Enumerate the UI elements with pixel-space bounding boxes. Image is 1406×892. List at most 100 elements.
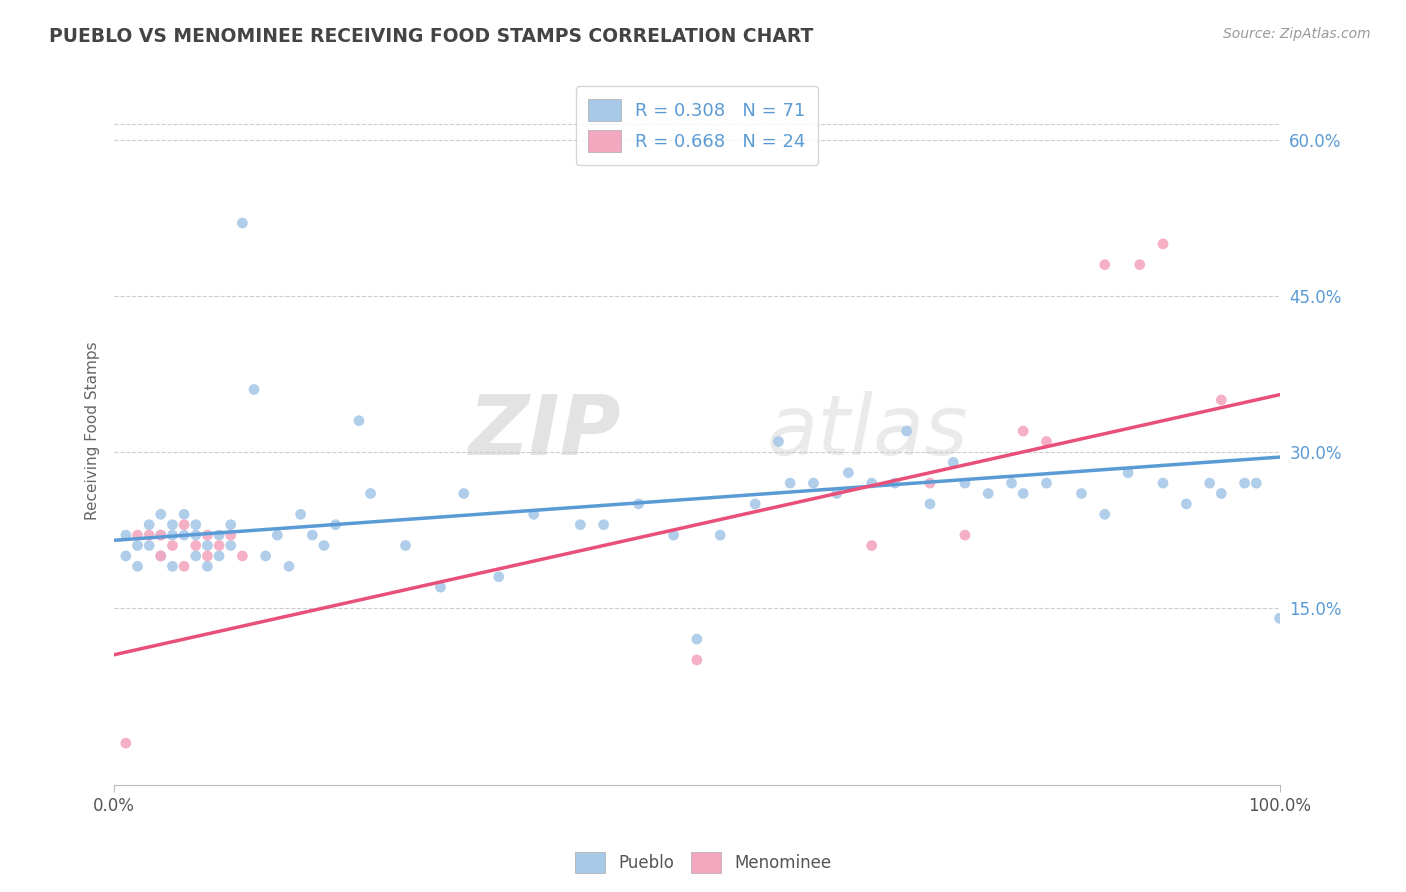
Point	[803, 476, 825, 491]
Point	[184, 549, 207, 563]
Point	[219, 517, 242, 532]
Legend: Pueblo, Menominee: Pueblo, Menominee	[568, 846, 838, 880]
Point	[1233, 476, 1256, 491]
Point	[197, 539, 219, 553]
Point	[592, 517, 614, 532]
Point	[1152, 236, 1174, 251]
Point	[208, 549, 231, 563]
Point	[523, 508, 546, 522]
Point	[1175, 497, 1198, 511]
Point	[662, 528, 685, 542]
Point	[488, 570, 510, 584]
Point	[1012, 424, 1035, 438]
Point	[429, 580, 451, 594]
Point	[860, 539, 883, 553]
Point	[1244, 476, 1267, 491]
Text: ZIP: ZIP	[468, 391, 621, 472]
Point	[860, 476, 883, 491]
Text: PUEBLO VS MENOMINEE RECEIVING FOOD STAMPS CORRELATION CHART: PUEBLO VS MENOMINEE RECEIVING FOOD STAMP…	[49, 27, 814, 45]
Point	[569, 517, 592, 532]
Point	[127, 528, 149, 542]
Point	[138, 528, 160, 542]
Point	[453, 486, 475, 500]
Point	[779, 476, 801, 491]
Text: atlas: atlas	[766, 391, 969, 472]
Point	[231, 216, 253, 230]
Point	[1094, 258, 1116, 272]
Point	[149, 508, 172, 522]
Point	[1070, 486, 1092, 500]
Point	[173, 528, 195, 542]
Point	[231, 549, 253, 563]
Point	[173, 517, 195, 532]
Point	[977, 486, 1000, 500]
Point	[243, 383, 266, 397]
Point	[301, 528, 323, 542]
Point	[837, 466, 859, 480]
Point	[149, 528, 172, 542]
Legend: R = 0.308   N = 71, R = 0.668   N = 24: R = 0.308 N = 71, R = 0.668 N = 24	[575, 87, 818, 165]
Point	[1152, 476, 1174, 491]
Point	[115, 528, 138, 542]
Point	[768, 434, 790, 449]
Point	[325, 517, 347, 532]
Point	[173, 508, 195, 522]
Point	[208, 539, 231, 553]
Point	[918, 497, 941, 511]
Point	[1035, 434, 1057, 449]
Point	[197, 549, 219, 563]
Point	[1198, 476, 1220, 491]
Point	[162, 539, 184, 553]
Point	[953, 476, 976, 491]
Point	[1211, 486, 1233, 500]
Point	[278, 559, 301, 574]
Text: Source: ZipAtlas.com: Source: ZipAtlas.com	[1223, 27, 1371, 41]
Point	[394, 539, 416, 553]
Point	[184, 517, 207, 532]
Point	[162, 559, 184, 574]
Point	[290, 508, 312, 522]
Point	[1211, 392, 1233, 407]
Point	[184, 528, 207, 542]
Point	[360, 486, 382, 500]
Point	[149, 528, 172, 542]
Point	[115, 736, 138, 750]
Point	[1094, 508, 1116, 522]
Y-axis label: Receiving Food Stamps: Receiving Food Stamps	[86, 342, 100, 520]
Point	[825, 486, 848, 500]
Point	[942, 455, 965, 469]
Point	[208, 528, 231, 542]
Point	[162, 517, 184, 532]
Point	[197, 528, 219, 542]
Point	[1035, 476, 1057, 491]
Point	[1129, 258, 1152, 272]
Point	[918, 476, 941, 491]
Point	[686, 653, 709, 667]
Point	[896, 424, 918, 438]
Point	[149, 549, 172, 563]
Point	[197, 559, 219, 574]
Point	[1268, 611, 1291, 625]
Point	[884, 476, 907, 491]
Point	[219, 528, 242, 542]
Point	[1000, 476, 1022, 491]
Point	[347, 414, 370, 428]
Point	[219, 539, 242, 553]
Point	[627, 497, 650, 511]
Point	[173, 559, 195, 574]
Point	[162, 528, 184, 542]
Point	[138, 517, 160, 532]
Point	[744, 497, 766, 511]
Point	[1012, 486, 1035, 500]
Point	[184, 539, 207, 553]
Point	[686, 632, 709, 647]
Point	[115, 549, 138, 563]
Point	[312, 539, 335, 553]
Point	[254, 549, 277, 563]
Point	[138, 539, 160, 553]
Point	[127, 559, 149, 574]
Point	[709, 528, 731, 542]
Point	[127, 539, 149, 553]
Point	[953, 528, 976, 542]
Point	[1116, 466, 1139, 480]
